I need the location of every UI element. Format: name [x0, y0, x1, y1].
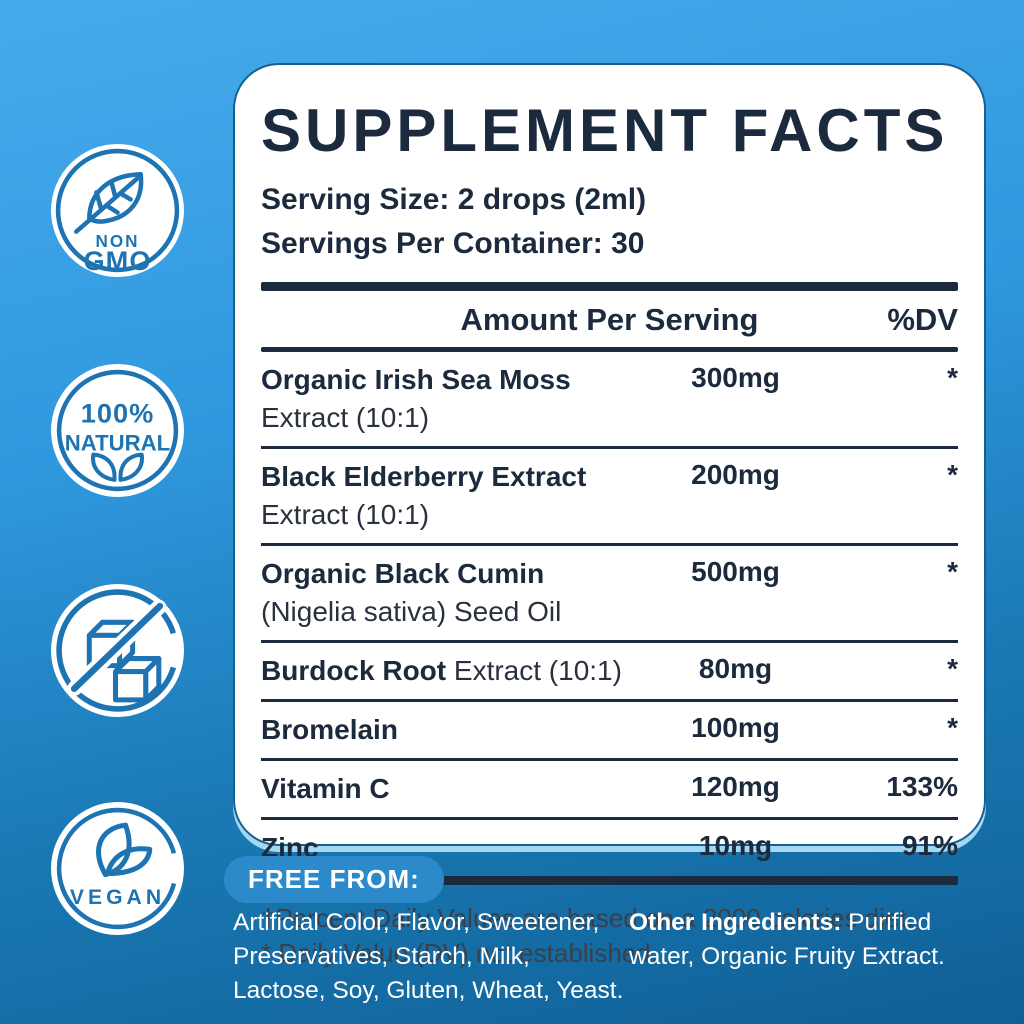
footnote-dv-not-established: * Daily Value (DV) not established.: [261, 937, 658, 968]
leaf-icon: NON GMO: [51, 144, 184, 277]
divider-thick-bottom: [261, 875, 958, 885]
amount-value: 200mg: [691, 458, 780, 490]
table-row: Burdock Root Extract (10:1) 80mg *: [261, 643, 958, 702]
ingredient-name: Bromelain: [261, 713, 398, 745]
free-from-list: Artificial Color, Flavor, Sweetener, Pre…: [233, 909, 624, 1004]
amount-value: 10mg: [698, 829, 773, 861]
table-row: Organic Irish Sea Moss Extract (10:1) 300m…: [261, 352, 958, 449]
amount-value: 120mg: [691, 770, 780, 802]
serving-size: Serving Size: 2 drops (2ml): [261, 183, 647, 216]
other-ingredients: Other Ingredients: Purified water, Organ…: [629, 906, 1001, 974]
dv-value: *: [947, 555, 958, 587]
column-amount-per-serving: Amount Per Serving: [460, 301, 759, 337]
badge-100-natural: 100% NATURAL: [49, 362, 186, 499]
table-row: Organic Black Cumin (Nigelia sativa) Seed…: [261, 546, 958, 643]
amount-value: 100mg: [691, 711, 780, 743]
facts-table-rows: Organic Irish Sea Moss Extract (10:1) 300m…: [261, 352, 958, 876]
servings-per-container: Servings Per Container: 30: [261, 227, 645, 261]
dv-value: 133%: [886, 770, 958, 802]
table-row: Vitamin C 120mg 133%: [261, 761, 958, 820]
dv-value: 91%: [901, 829, 958, 861]
badge-non-gmo-line1: NON: [95, 232, 139, 251]
table-row: Bromelain 100mg *: [261, 702, 958, 761]
footnotes: †Percent Daily Values are based on a 200…: [261, 901, 958, 971]
badge-non-gmo-line2: GMO: [84, 245, 152, 276]
badge-natural-line1: 100%: [81, 397, 155, 428]
badge-vegan: VEGAN: [49, 800, 186, 937]
amount-value: 300mg: [691, 361, 780, 393]
badge-natural-line2: NATURAL: [65, 431, 170, 456]
panel-title: SUPPLEMENT FACTS: [261, 97, 949, 164]
ingredient-name: Organic Irish Sea Moss Extract (10:1): [261, 363, 571, 433]
other-ingredients-text: Purified water, Organic Fruity Extract.: [629, 909, 945, 970]
supplement-facts-panel: SUPPLEMENT FACTS Serving Size: 2 drops (…: [233, 63, 986, 968]
dv-value: *: [947, 458, 958, 490]
ingredient-name: Burdock Root Extract (10:1): [261, 654, 622, 686]
badge-sugar-free: [49, 582, 186, 719]
badge-non-gmo: NON GMO: [49, 142, 186, 279]
column-dv: %DV: [887, 301, 958, 337]
dv-value: *: [947, 361, 958, 393]
amount-value: 80mg: [698, 652, 773, 684]
amount-value: 500mg: [691, 555, 780, 587]
table-header: Amount Per Serving %DV: [261, 291, 959, 347]
dv-value: *: [947, 652, 958, 684]
table-row: Black Elderberry Extract Extract (10:1) 20…: [261, 449, 958, 546]
ingredient-name: Organic Black Cumin (Nigelia sativa) Seed…: [261, 557, 562, 627]
no-sugar-cubes-icon: [51, 584, 184, 717]
dv-value: *: [947, 711, 958, 743]
two-leaves-icon: VEGAN: [51, 802, 184, 935]
badge-vegan-label: VEGAN: [70, 886, 165, 909]
footnote-daily-values: †Percent Daily Values are based on a 200…: [261, 902, 914, 933]
free-from-badge: FREE FROM:: [224, 856, 444, 903]
ingredient-name: Vitamin C: [261, 772, 390, 804]
two-leaves-icon: 100% NATURAL: [51, 364, 184, 497]
ingredient-name: Black Elderberry Extract Extract (10:1): [261, 460, 587, 530]
other-ingredients-label: Other Ingredients:: [629, 909, 842, 936]
divider-header-bottom: [261, 346, 958, 352]
divider-thick-top: [261, 281, 958, 291]
